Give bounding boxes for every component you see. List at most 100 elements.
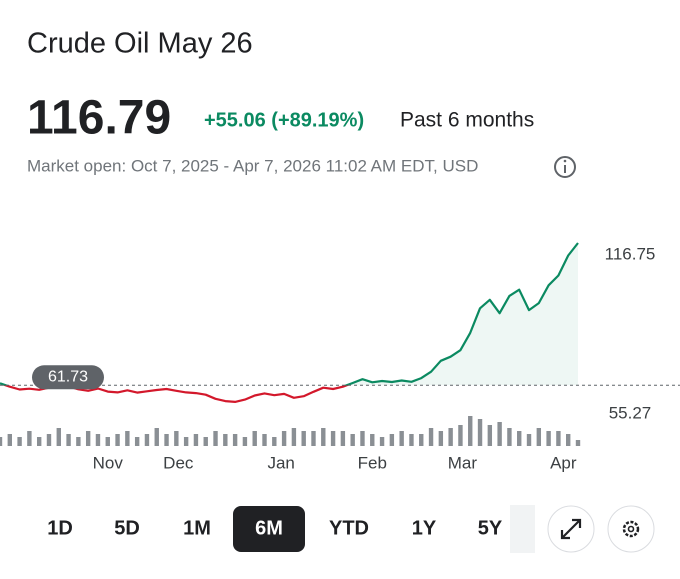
volume-bar: [7, 434, 12, 446]
volume-bar: [566, 434, 571, 446]
range-selector: 1D 5D 1M 6M YTD 1Y 5Y: [47, 506, 503, 552]
volume-bar: [164, 434, 169, 446]
volume-bar: [203, 437, 208, 446]
x-tick-label: Mar: [448, 453, 478, 472]
volume-bar: [115, 434, 120, 446]
range-selected-bg: [233, 506, 305, 552]
volume-bar: [428, 428, 434, 446]
volume-bar: [36, 437, 42, 446]
area: [0, 243, 578, 386]
range-label: YTD: [329, 517, 369, 539]
volume-bar: [154, 428, 159, 446]
volume-bar: [56, 428, 61, 446]
range-button[interactable]: 1D: [47, 517, 73, 539]
volume-bar: [458, 425, 463, 446]
x-tick-label: Apr: [550, 453, 577, 472]
range-label: 6M: [255, 517, 283, 539]
volume-bar: [213, 431, 218, 446]
settings-button[interactable]: [607, 505, 655, 553]
previous-close-label: 61.73: [48, 369, 88, 386]
x-tick-label: Jan: [267, 453, 294, 472]
volume-bar: [517, 431, 522, 446]
volume-bar: [419, 434, 424, 446]
volume-bar: [281, 431, 287, 446]
volume-bar: [242, 437, 248, 446]
volume-bar: [134, 437, 140, 446]
volume-bar: [409, 434, 414, 446]
market-info: Market open: Oct 7, 2025 - Apr 7, 2026 1…: [27, 156, 478, 175]
range-button[interactable]: 6M: [233, 506, 305, 552]
volume-bar: [468, 416, 473, 446]
volume-bar: [556, 431, 561, 446]
volume-bar: [507, 428, 512, 446]
volume-bar: [76, 437, 81, 446]
range-label: 1D: [47, 517, 73, 539]
range-button[interactable]: 1M: [183, 517, 211, 539]
volume-bar: [379, 437, 385, 446]
volume-bar: [66, 434, 71, 446]
chart: 61.73 55.27 116.75 Nov Dec Jan Feb Mar Apr: [0, 242, 680, 472]
x-tick-label: Feb: [358, 453, 387, 472]
volume-bar: [291, 428, 297, 446]
volume-bar: [575, 440, 581, 446]
range-label: 5Y: [478, 517, 503, 539]
volume-bar: [125, 431, 130, 446]
volume-bar: [477, 419, 483, 446]
volume-bar: [174, 431, 179, 446]
volume-bar: [272, 437, 277, 446]
period: Past 6 months: [400, 109, 534, 132]
volume-bar: [340, 431, 346, 446]
volume-bar: [301, 431, 306, 446]
volume-bar: [85, 431, 91, 446]
volume-bar: [95, 434, 101, 446]
volume-bar: [144, 434, 150, 446]
volume-bar: [232, 434, 238, 446]
previous-close-pill: [32, 365, 104, 390]
expand-button[interactable]: [547, 505, 595, 553]
volume-bar: [360, 431, 365, 446]
volume-bar: [17, 437, 22, 446]
range-button[interactable]: 1Y: [412, 517, 437, 539]
range-label: 1M: [183, 517, 211, 539]
range-button[interactable]: 5D: [114, 517, 140, 539]
volume-bar: [330, 431, 336, 446]
info-icon[interactable]: [554, 156, 576, 178]
range-button[interactable]: YTD: [329, 517, 369, 539]
x-tick-label: Dec: [163, 453, 194, 472]
volume-bar: [497, 422, 502, 446]
title: Crude Oil May 26: [27, 28, 253, 60]
y-tick-label: 55.27: [609, 403, 652, 422]
volume-bar: [183, 437, 189, 446]
volume-bar: [526, 434, 532, 446]
volume-bar: [321, 428, 326, 446]
volume-bar: [399, 431, 404, 446]
volume-bar: [27, 431, 32, 446]
volume-bar: [546, 431, 551, 446]
volume-bar: [389, 434, 395, 446]
volume-bar: [536, 428, 542, 446]
volume-bar: [370, 434, 375, 446]
range-label: 1Y: [412, 517, 437, 539]
volume-bar: [262, 434, 267, 446]
change: +55.06 (+89.19%): [204, 109, 364, 131]
volume-bar: [252, 431, 257, 446]
x-tick-label: Nov: [93, 453, 124, 472]
y-tick-label: 116.75: [605, 244, 656, 263]
price: 116.79: [27, 92, 171, 145]
range-button[interactable]: 5Y: [478, 517, 503, 539]
volume-bar: [223, 434, 228, 446]
volume-bar: [105, 437, 110, 446]
scroll-fade: [510, 505, 535, 553]
price-line: [0, 242, 579, 403]
volume-bar: [0, 437, 3, 446]
volume-bar: [487, 425, 493, 446]
volume-bar: [193, 434, 199, 446]
range-label: 5D: [114, 517, 140, 539]
volume-bar: [350, 434, 355, 446]
volume-bar: [46, 434, 52, 446]
volume-bar: [448, 428, 453, 446]
volume-bar: [311, 431, 316, 446]
volume-bar: [438, 431, 444, 446]
